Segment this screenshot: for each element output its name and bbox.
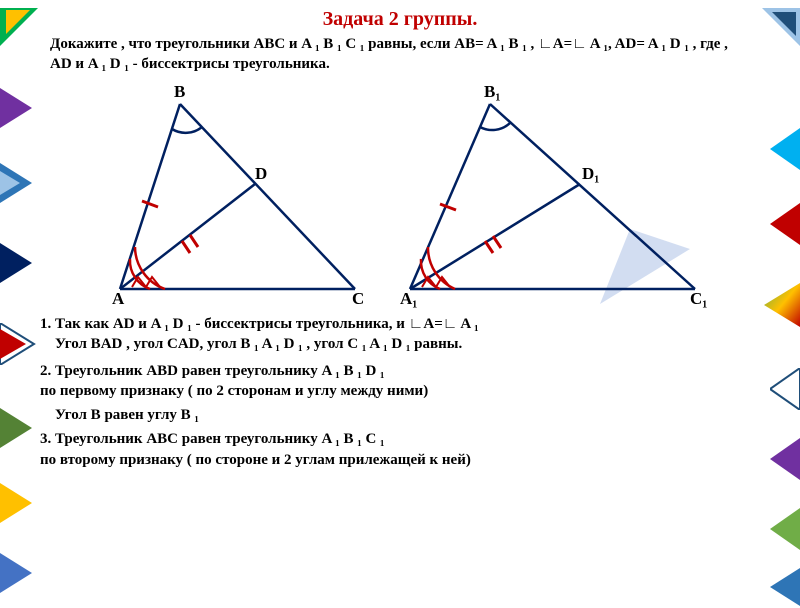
svg-text:B₁: B₁ [484, 82, 500, 101]
svg-text:D: D [255, 164, 267, 183]
deco-left-6 [0, 483, 34, 523]
deco-right-5 [770, 438, 800, 480]
deco-top-left [0, 8, 40, 48]
triangle-abc: A B C D [90, 79, 370, 309]
svg-text:B: B [174, 82, 185, 101]
svg-text:D₁: D₁ [582, 164, 599, 183]
diagrams-row: A B C D A₁ B₁ C₁ D₁ [0, 79, 800, 309]
proof-step-1a: 1. Так как AD и A ₁ D ₁ - биссектрисы тр… [40, 314, 760, 334]
deco-left-2 [0, 163, 34, 203]
deco-left-7 [0, 553, 34, 593]
deco-right-7 [770, 568, 800, 606]
proof-step-2a: 2. Треугольник ABD равен треугольнику A … [40, 361, 760, 381]
proof-step-3a: 3. Треугольник ABC равен треугольнику A … [40, 429, 760, 449]
proof-block: 1. Так как AD и A ₁ D ₁ - биссектрисы тр… [0, 314, 800, 470]
svg-text:C: C [352, 289, 364, 308]
proof-conclusion-2: Угол B равен углу B ₁ [55, 405, 760, 425]
page-title: Задача 2 группы. [0, 8, 800, 31]
svg-text:A₁: A₁ [400, 289, 417, 308]
deco-left-1 [0, 88, 34, 128]
problem-statement: Докажите , что треугольники ABC и A ₁ B … [0, 35, 800, 74]
deco-right-1 [770, 128, 800, 170]
proof-step-2b: по первому признаку ( по 2 сторонам и уг… [40, 381, 760, 401]
deco-right-4 [770, 368, 800, 410]
deco-right-2 [770, 203, 800, 245]
proof-step-3b: по второму признаку ( по стороне и 2 угл… [40, 450, 760, 470]
deco-left-5 [0, 408, 34, 448]
svg-text:A: A [112, 289, 125, 308]
svg-text:C₁: C₁ [690, 289, 707, 308]
deco-top-right [760, 8, 800, 48]
proof-step-1b: Угол BAD , угол CAD, угол B ₁ A ₁ D ₁ , … [55, 334, 760, 354]
deco-right-3 [764, 283, 800, 327]
deco-left-3 [0, 243, 34, 283]
triangle-a1b1c1: A₁ B₁ C₁ D₁ [380, 79, 710, 309]
deco-left-4 [0, 323, 36, 365]
deco-right-6 [770, 508, 800, 550]
